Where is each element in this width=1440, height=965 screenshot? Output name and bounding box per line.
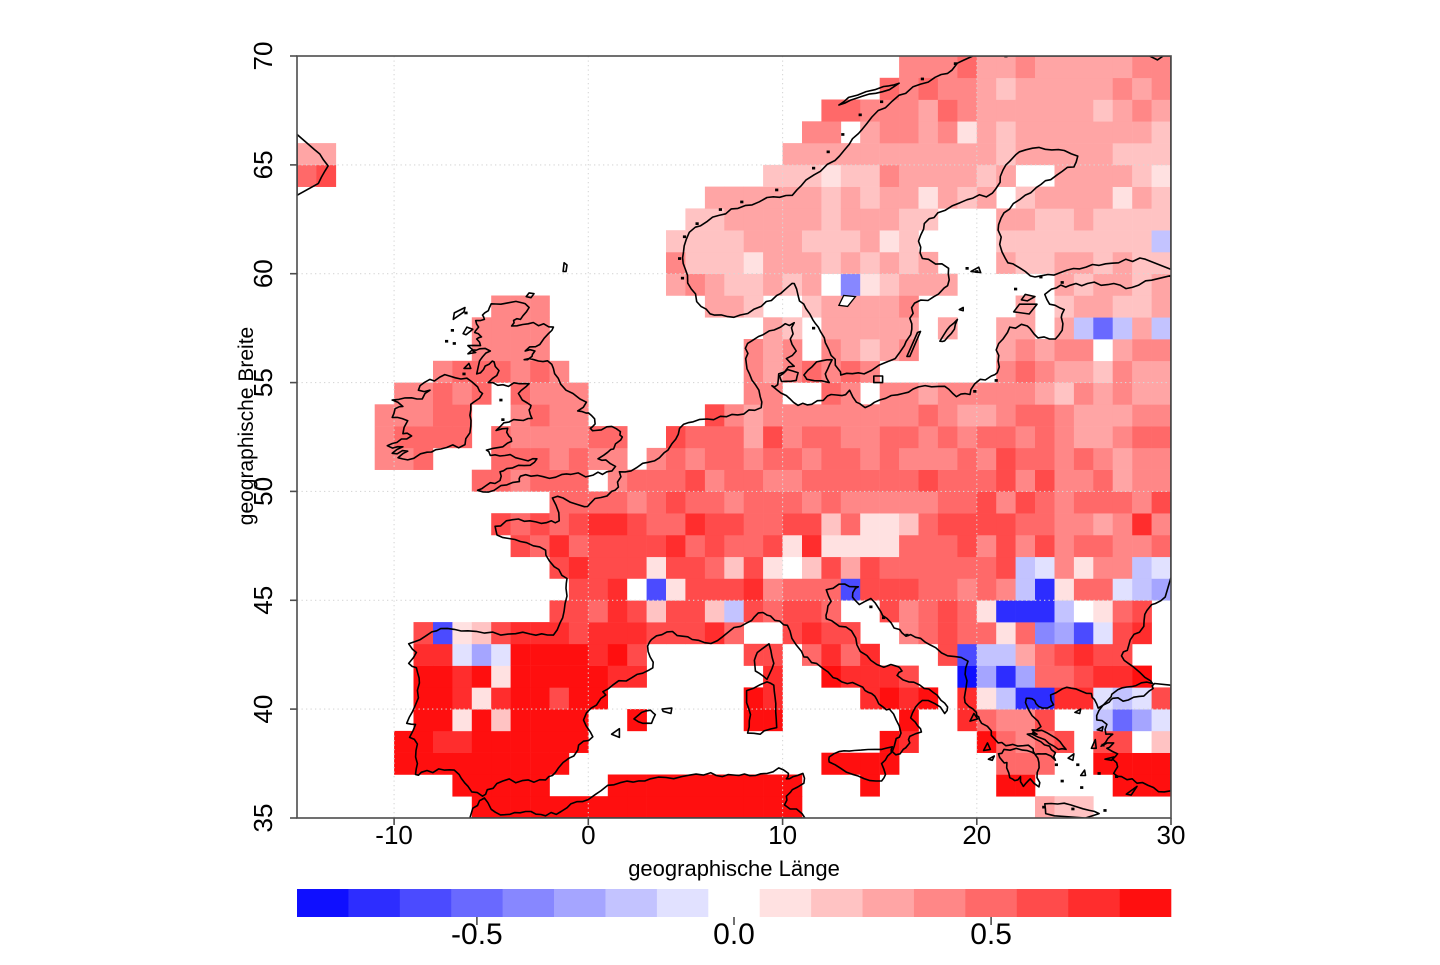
svg-text:45: 45 (248, 586, 278, 615)
svg-text:35: 35 (248, 804, 278, 833)
svg-text:geographische Breite: geographische Breite (235, 327, 258, 525)
svg-text:geographische Länge: geographische Länge (628, 856, 840, 881)
svg-text:55: 55 (248, 368, 278, 397)
svg-text:60: 60 (248, 259, 278, 288)
svg-text:40: 40 (248, 695, 278, 724)
svg-text:0.5: 0.5 (970, 918, 1012, 951)
svg-text:0: 0 (581, 820, 595, 850)
svg-text:30: 30 (1157, 820, 1186, 850)
svg-text:20: 20 (962, 820, 991, 850)
svg-text:0.0: 0.0 (713, 918, 755, 951)
svg-text:70: 70 (248, 42, 278, 71)
svg-text:50: 50 (248, 477, 278, 506)
svg-text:-10: -10 (375, 820, 413, 850)
svg-text:65: 65 (248, 150, 278, 179)
svg-text:-0.5: -0.5 (451, 918, 503, 951)
svg-text:10: 10 (768, 820, 797, 850)
